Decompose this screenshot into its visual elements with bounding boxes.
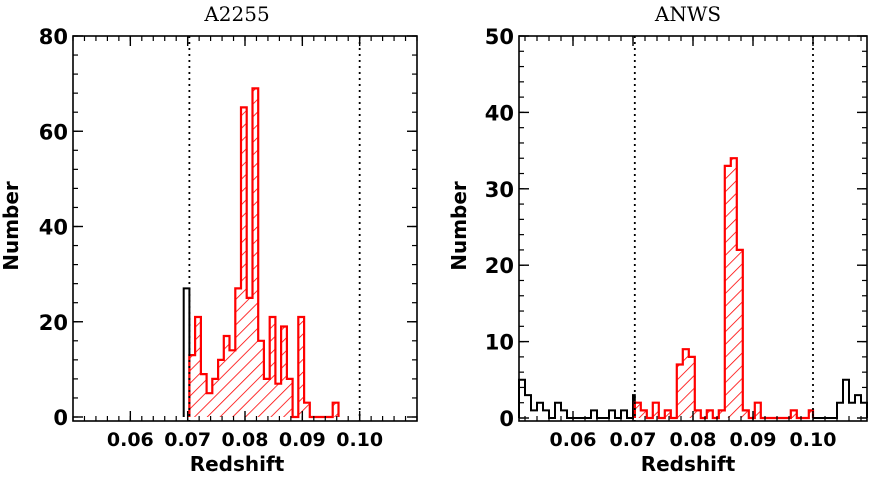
x-tick-label: 0.09 (730, 429, 777, 451)
chart-title: ANWS (654, 2, 721, 26)
x-tick-label: 0.08 (222, 429, 269, 451)
histogram-outline-all (182, 287, 191, 417)
y-tick-label: 40 (39, 216, 68, 240)
x-tick-label: 0.09 (279, 429, 326, 451)
x-axis-label: Redshift (641, 452, 736, 476)
x-tick-label: 0.10 (336, 429, 383, 451)
y-tick-label: 40 (485, 101, 514, 125)
y-axis-label: Number (447, 181, 471, 271)
histogram-outline-members (633, 157, 815, 420)
histogram-outline-members (188, 87, 340, 419)
y-tick-label: 50 (485, 25, 514, 49)
y-tick-label: 10 (485, 331, 514, 355)
histogram-fill-members (189, 88, 339, 418)
x-tick-label: 0.07 (164, 429, 211, 451)
x-tick-label: 0.07 (610, 429, 657, 451)
y-tick-label: 20 (39, 311, 68, 335)
panel-a2255: A2255 Number Redshift 0.06 0.07 0.08 0.09 0.… (0, 2, 418, 476)
y-tick-label: 30 (485, 178, 514, 202)
y-tick-label: 20 (485, 254, 514, 278)
histogram-outline-background-low (518, 378, 636, 419)
plot-frame (518, 35, 868, 422)
x-tick-label: 0.10 (790, 429, 837, 451)
x-tick-label: 0.06 (107, 429, 154, 451)
y-tick-label: 60 (39, 120, 68, 144)
x-axis-label: Redshift (190, 452, 285, 476)
chart-title: A2255 (203, 2, 269, 26)
x-tick-label: 0.08 (670, 429, 717, 451)
panel-anws: ANWS Number Redshift 0.06 0.07 0.08 0.09 0.1… (447, 2, 868, 476)
y-tick-label: 80 (39, 25, 68, 49)
plot-frame (72, 35, 418, 422)
x-tick-label: 0.06 (550, 429, 597, 451)
y-axis-label: Number (0, 181, 23, 271)
y-tick-label: 0 (499, 407, 514, 431)
y-tick-label: 0 (53, 406, 68, 430)
histogram-outline-background-high (813, 378, 868, 419)
